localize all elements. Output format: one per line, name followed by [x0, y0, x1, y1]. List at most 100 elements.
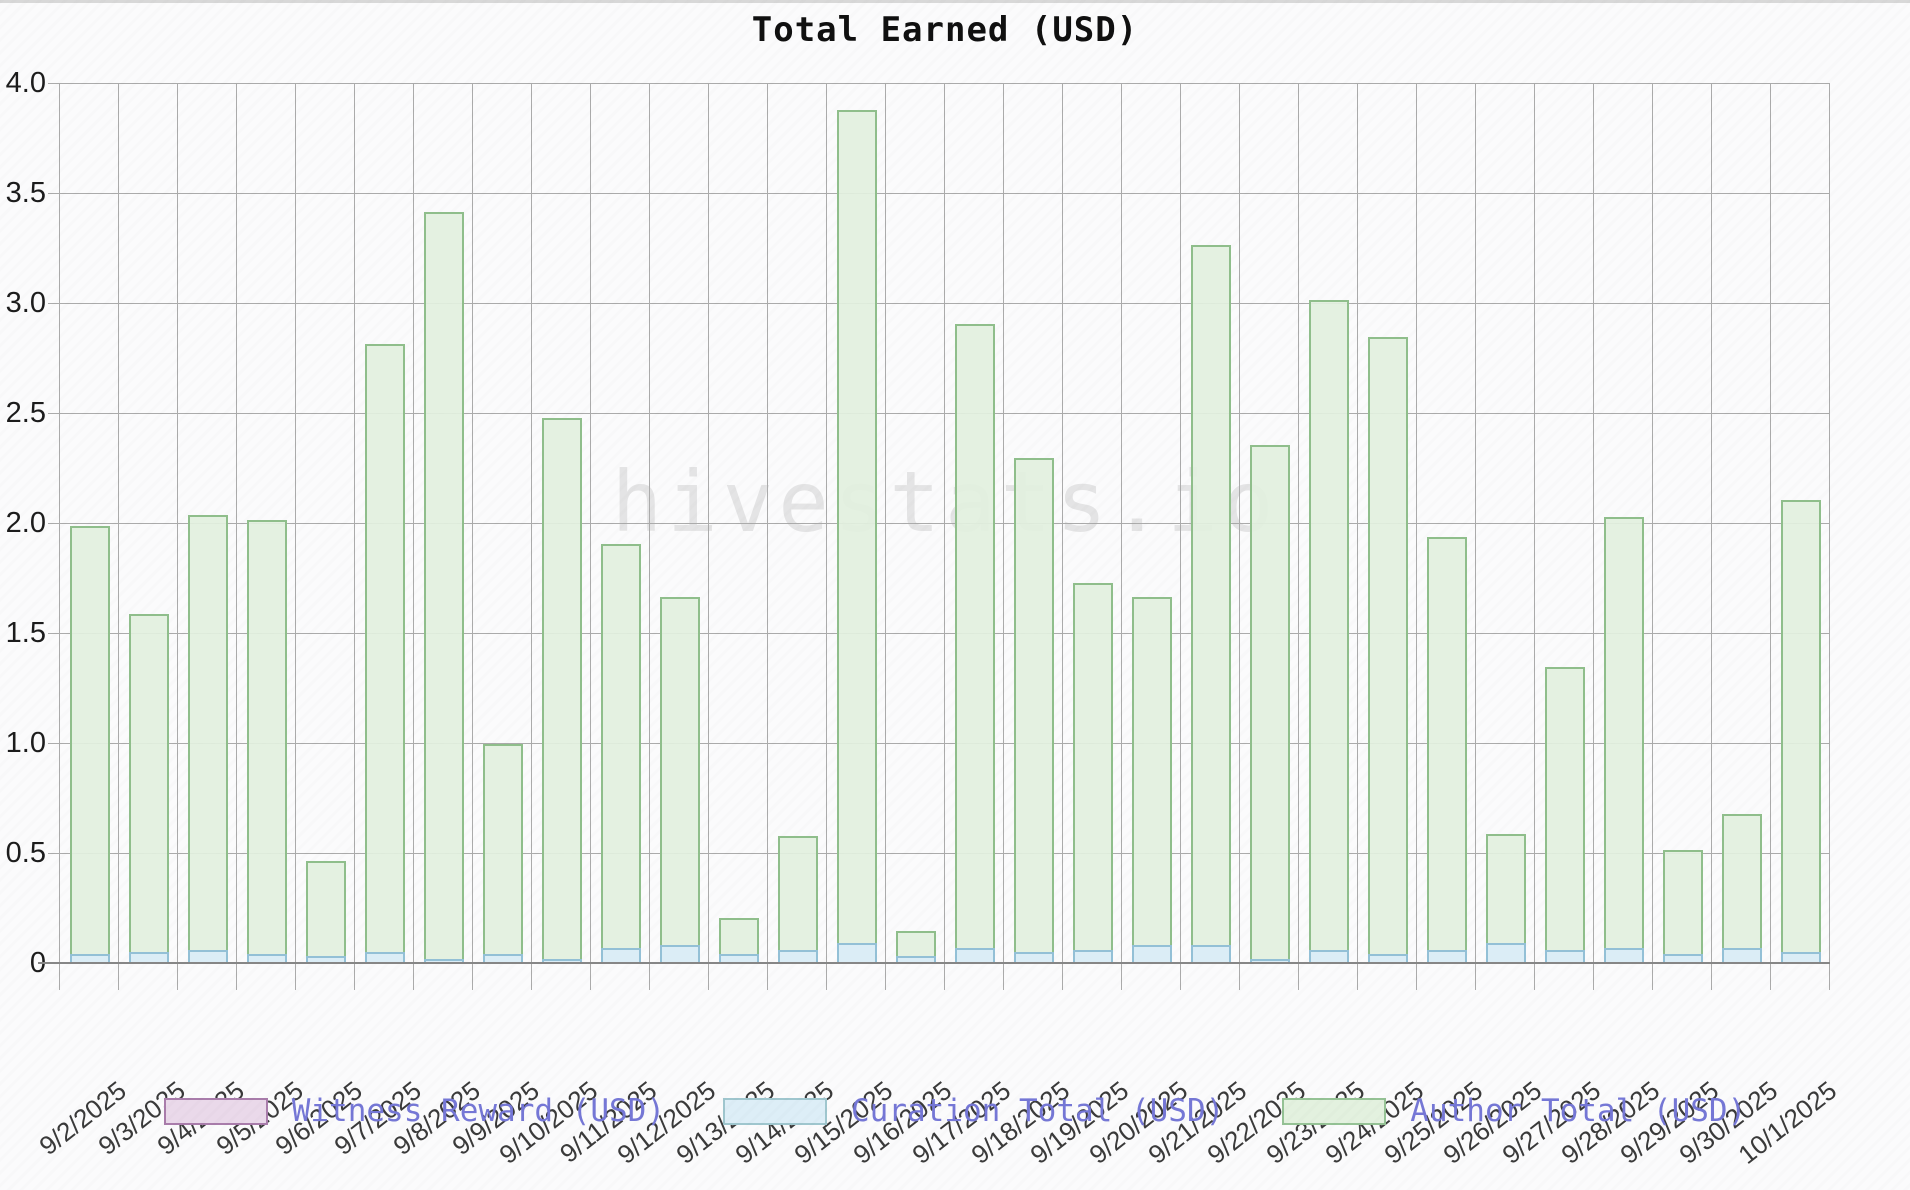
curation-segment[interactable] [305, 956, 346, 963]
stacked-bar-9-17-2025[interactable] [954, 323, 995, 963]
curation-segment[interactable] [1013, 952, 1054, 963]
stacked-bar-9-24-2025[interactable] [1367, 337, 1408, 963]
v-gridline [472, 83, 474, 990]
stacked-bar-9-10-2025[interactable] [541, 418, 582, 963]
chart-legend: Witness Reward (USD) Curation Total (USD… [0, 1093, 1910, 1129]
author-segment[interactable] [1072, 583, 1113, 950]
stacked-bar-9-18-2025[interactable] [1013, 458, 1054, 963]
curation-segment[interactable] [1367, 954, 1408, 963]
stacked-bar-9-13-2025[interactable] [718, 917, 759, 963]
stacked-bar-10-1-2025[interactable] [1780, 499, 1821, 963]
curation-segment[interactable] [1485, 943, 1526, 963]
author-segment[interactable] [1662, 849, 1703, 955]
author-segment[interactable] [659, 596, 700, 946]
curation-segment[interactable] [895, 956, 936, 963]
stacked-bar-9-27-2025[interactable] [1544, 667, 1585, 963]
curation-segment[interactable] [836, 943, 877, 963]
stacked-bar-9-21-2025[interactable] [1190, 244, 1231, 963]
curation-segment[interactable] [364, 952, 405, 963]
author-segment[interactable] [364, 343, 405, 952]
stacked-bar-9-20-2025[interactable] [1131, 596, 1172, 963]
legend-item-curation: Curation Total (USD) [723, 1093, 1224, 1129]
curation-segment[interactable] [1662, 954, 1703, 963]
stacked-bar-9-5-2025[interactable] [246, 519, 287, 963]
stacked-bar-9-6-2025[interactable] [305, 860, 346, 963]
curation-segment[interactable] [1131, 945, 1172, 963]
curation-segment[interactable] [1780, 952, 1821, 963]
curation-segment[interactable] [482, 954, 523, 963]
author-segment[interactable] [541, 418, 582, 959]
y-tick-label: 1.0 [5, 727, 46, 759]
curation-segment[interactable] [246, 954, 287, 963]
author-segment[interactable] [954, 323, 995, 948]
v-gridline [767, 83, 769, 990]
curation-segment[interactable] [1603, 947, 1644, 963]
author-segment[interactable] [187, 515, 228, 950]
author-segment[interactable] [1367, 337, 1408, 955]
stacked-bar-9-8-2025[interactable] [423, 211, 464, 963]
author-segment[interactable] [1013, 458, 1054, 952]
curation-segment[interactable] [600, 947, 641, 963]
stacked-bar-9-22-2025[interactable] [1249, 444, 1290, 963]
author-segment[interactable] [423, 211, 464, 959]
stacked-bar-9-25-2025[interactable] [1426, 537, 1467, 963]
bar-cell [827, 83, 886, 963]
stacked-bar-9-29-2025[interactable] [1662, 849, 1703, 963]
stacked-bar-9-15-2025[interactable] [836, 110, 877, 963]
stacked-bar-9-19-2025[interactable] [1072, 583, 1113, 963]
curation-segment[interactable] [954, 947, 995, 963]
author-segment[interactable] [600, 543, 641, 948]
curation-segment[interactable] [69, 954, 110, 963]
author-segment[interactable] [1780, 499, 1821, 952]
author-segment[interactable] [1190, 244, 1231, 946]
stacked-bar-9-14-2025[interactable] [777, 836, 818, 963]
curation-segment[interactable] [1721, 947, 1762, 963]
curation-segment[interactable] [1249, 958, 1290, 963]
curation-segment[interactable] [1426, 949, 1467, 963]
curation-segment[interactable] [187, 949, 228, 963]
curation-segment[interactable] [1190, 945, 1231, 963]
stacked-bar-9-23-2025[interactable] [1308, 299, 1349, 963]
curation-segment[interactable] [128, 952, 169, 963]
stacked-bar-9-2-2025[interactable] [69, 526, 110, 963]
curation-segment[interactable] [659, 945, 700, 963]
author-segment[interactable] [69, 526, 110, 955]
author-segment[interactable] [1485, 834, 1526, 944]
curation-segment[interactable] [777, 949, 818, 963]
author-segment[interactable] [718, 917, 759, 955]
stacked-bar-9-3-2025[interactable] [128, 614, 169, 963]
author-segment[interactable] [1426, 537, 1467, 950]
stacked-bar-9-11-2025[interactable] [600, 543, 641, 963]
y-tick-label: 3.5 [5, 177, 46, 209]
stacked-bar-9-4-2025[interactable] [187, 515, 228, 963]
legend-label-author: Author Total (USD) [1410, 1093, 1747, 1129]
stacked-bar-9-28-2025[interactable] [1603, 517, 1644, 963]
author-segment[interactable] [246, 519, 287, 955]
curation-segment[interactable] [541, 958, 582, 963]
stacked-bar-9-16-2025[interactable] [895, 931, 936, 963]
stacked-bar-9-30-2025[interactable] [1721, 814, 1762, 963]
curation-segment[interactable] [1544, 949, 1585, 963]
author-segment[interactable] [1308, 299, 1349, 950]
stacked-bar-9-9-2025[interactable] [482, 744, 523, 963]
curation-segment[interactable] [1308, 949, 1349, 963]
stacked-bar-9-26-2025[interactable] [1485, 834, 1526, 963]
author-segment[interactable] [836, 110, 877, 944]
author-segment[interactable] [482, 744, 523, 955]
author-segment[interactable] [1721, 814, 1762, 948]
bar-cell [296, 83, 355, 963]
curation-segment[interactable] [423, 958, 464, 963]
stacked-bar-9-12-2025[interactable] [659, 596, 700, 963]
curation-segment[interactable] [718, 954, 759, 963]
curation-segment[interactable] [1072, 949, 1113, 963]
author-segment[interactable] [305, 860, 346, 957]
stacked-bar-9-7-2025[interactable] [364, 343, 405, 963]
author-segment[interactable] [1131, 596, 1172, 946]
v-gridline [118, 83, 120, 990]
author-segment[interactable] [895, 931, 936, 957]
author-segment[interactable] [1249, 444, 1290, 959]
author-segment[interactable] [1603, 517, 1644, 948]
author-segment[interactable] [1544, 667, 1585, 950]
author-segment[interactable] [777, 836, 818, 950]
author-segment[interactable] [128, 614, 169, 952]
